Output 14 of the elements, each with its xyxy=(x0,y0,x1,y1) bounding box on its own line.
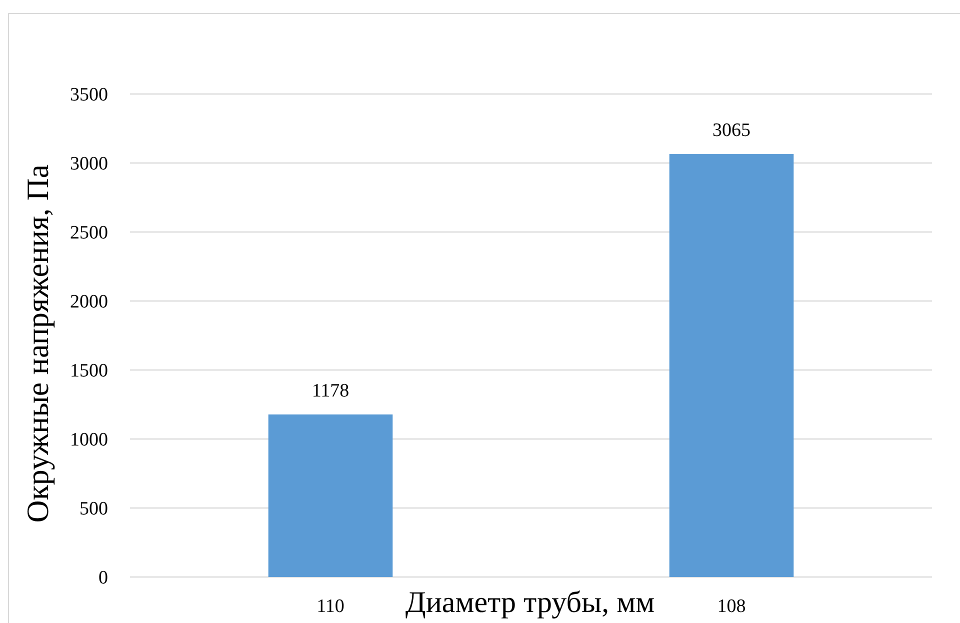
x-tick-label: 110 xyxy=(316,596,344,617)
y-axis-title: Окружные напряжения, Па xyxy=(20,164,55,523)
data-label: 3065 xyxy=(712,120,750,142)
data-label: 1178 xyxy=(312,380,350,402)
y-tick-label: 500 xyxy=(80,498,108,520)
y-tick-label: 2500 xyxy=(70,222,108,244)
y-tick-label: 3500 xyxy=(70,84,108,106)
y-tick-label: 0 xyxy=(98,568,108,589)
y-tick-label: 3000 xyxy=(70,154,108,175)
y-tick-label: 1000 xyxy=(70,430,108,451)
y-tick-label: 1500 xyxy=(70,360,108,382)
x-axis-title: Диаметр трубы, мм xyxy=(405,586,655,619)
x-tick-label: 108 xyxy=(717,596,746,617)
y-tick-label: 2000 xyxy=(70,292,108,313)
